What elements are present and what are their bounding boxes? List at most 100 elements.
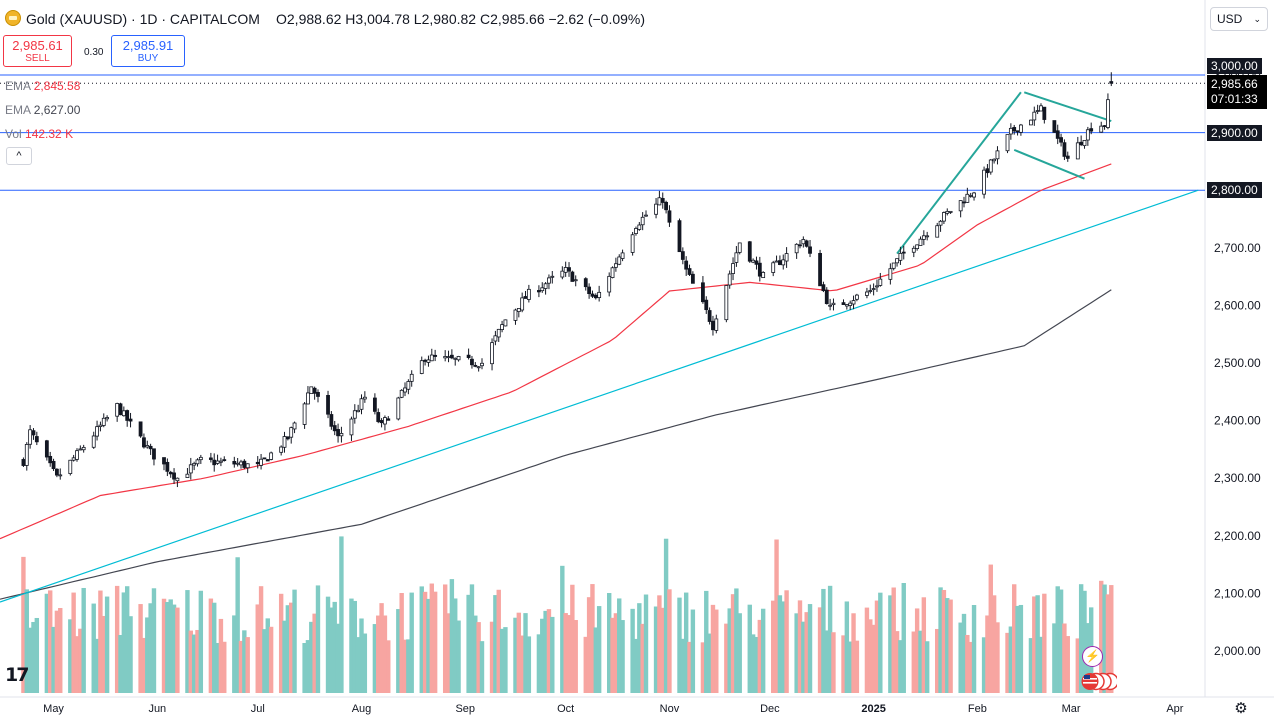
candle-body [597, 291, 602, 298]
volume-bar [637, 603, 642, 693]
volume-bar [774, 539, 779, 693]
candle-body [466, 354, 471, 358]
candle-body [1042, 106, 1047, 120]
candle-body [774, 260, 779, 263]
volume-bar [315, 585, 321, 693]
indicator-volume[interactable]: Vol 142.32 K [5, 127, 73, 141]
candle-body [1055, 130, 1060, 139]
candle-body [259, 458, 263, 466]
high-label: H [345, 11, 356, 27]
candle-body [841, 302, 846, 305]
collapse-legend-button[interactable]: ^ [6, 147, 32, 165]
flags-icon[interactable] [1081, 672, 1117, 691]
flash-icon[interactable]: ⚡ [1082, 646, 1103, 667]
volume-bar [171, 604, 177, 693]
buy-button[interactable]: 2,985.91 BUY [111, 35, 185, 67]
candle-body [851, 300, 856, 305]
candle-body [1079, 141, 1084, 146]
x-tick-label: May [43, 703, 64, 715]
volume-bar [422, 591, 428, 693]
volume-bar [1008, 626, 1014, 693]
candle-body [667, 210, 672, 223]
volume-bar [707, 633, 712, 693]
volume-bar [737, 613, 742, 693]
candle-body [222, 459, 227, 462]
candle-body [865, 291, 869, 296]
volume-bar [278, 593, 284, 693]
candle-body [34, 436, 39, 443]
volume-bar [757, 619, 763, 693]
candle-body [901, 251, 906, 254]
candle-body [637, 224, 642, 230]
volume-bar [801, 621, 806, 693]
volume-bar [78, 628, 83, 693]
candle-body [875, 285, 879, 288]
candle-body [232, 461, 237, 465]
volume-bar [402, 639, 408, 693]
volume-bar [168, 599, 173, 693]
volume-bar [429, 583, 434, 693]
volume-bar [409, 592, 414, 693]
candle-body [503, 319, 508, 327]
volume-bar [911, 631, 916, 693]
volume-bar [891, 587, 896, 693]
tradingview-logo-icon[interactable]: 17 [5, 664, 29, 686]
candle-body [1109, 81, 1114, 84]
volume-bar [399, 592, 404, 693]
candle-body [419, 360, 424, 374]
volume-bar [51, 626, 56, 693]
candle-body [262, 457, 267, 460]
candle-body [871, 288, 876, 290]
candle-body [677, 220, 682, 253]
volume-bar [841, 635, 846, 693]
candle-body [372, 397, 377, 412]
volume-bar [198, 590, 204, 693]
volume-bar [730, 594, 736, 693]
volume-bar [94, 638, 100, 693]
open-label: O [276, 11, 287, 27]
indicator-ema-short[interactable]: EMA 2,845.58 [5, 79, 80, 93]
candle-body [339, 433, 344, 437]
volume-bar [503, 627, 508, 693]
candle-body [537, 290, 541, 293]
candle-body [470, 358, 474, 366]
candle-body [433, 354, 438, 357]
volume-bar [309, 621, 314, 693]
candle-body [289, 427, 294, 438]
sell-button[interactable]: 2,985.61 SELL [3, 35, 72, 67]
candle-body [988, 159, 993, 173]
candle-body [336, 429, 340, 437]
volume-bar [747, 604, 752, 693]
volume-bar [640, 623, 645, 693]
volume-bar [44, 593, 50, 693]
candle-body [423, 359, 427, 362]
candle-body [640, 216, 645, 226]
indicator-name: Vol [5, 127, 22, 141]
volume-bar [58, 608, 63, 693]
candle-body [727, 273, 732, 286]
ohlc-readout: O2,988.62 H3,004.78 L2,980.82 C2,985.66 … [276, 11, 645, 27]
volume-bar [864, 607, 870, 693]
indicator-ema-long[interactable]: EMA 2,627.00 [5, 103, 80, 117]
candle-body [587, 286, 592, 295]
volume-bar [610, 617, 615, 693]
candle-body [1102, 125, 1107, 127]
candle-body [500, 324, 504, 330]
candle-body [219, 460, 223, 463]
candle-body [771, 262, 776, 273]
currency-selector[interactable]: USD ⌄ [1210, 7, 1268, 31]
symbol-title[interactable]: Gold (XAUUSD) · 1D · CAPITALCOM [26, 11, 260, 27]
candle-body [607, 275, 612, 293]
candle-body [362, 396, 367, 400]
volume-bar [195, 629, 200, 693]
volume-bar [804, 612, 809, 693]
volume-bar [894, 631, 900, 693]
volume-bar [339, 536, 344, 693]
candle-body [476, 366, 481, 369]
candle-body [473, 364, 478, 367]
settings-icon[interactable]: ⚙ [1234, 700, 1248, 717]
volume-bar [754, 636, 759, 693]
volume-bar [935, 628, 940, 693]
candle-body [58, 474, 63, 477]
